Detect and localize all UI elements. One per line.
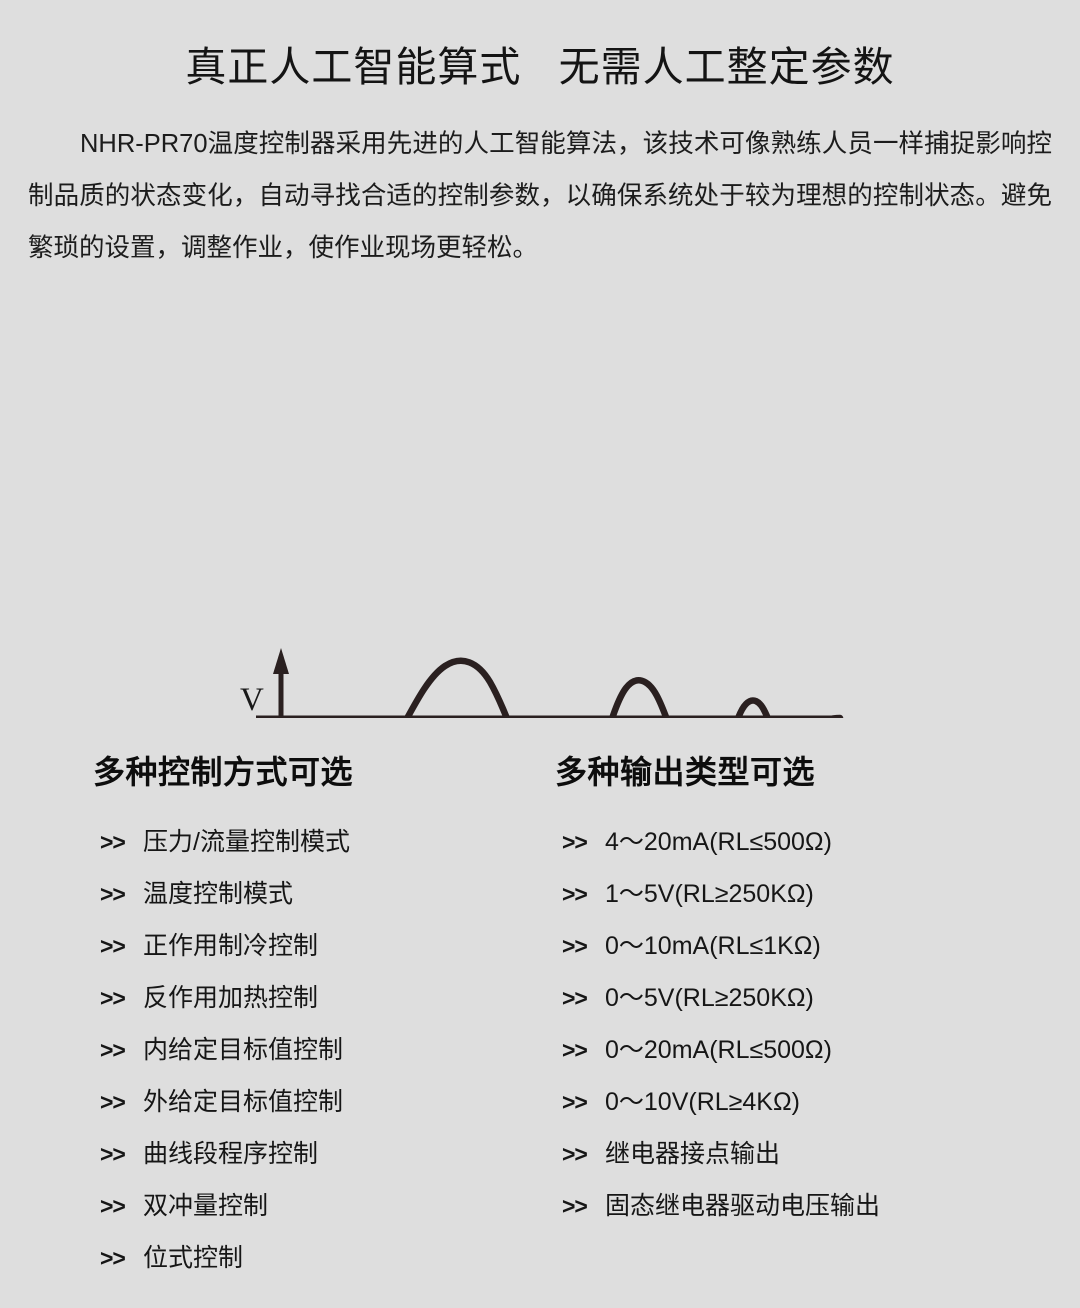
list-item[interactable]: >> 0～20mA(RL≤500Ω): [555, 1024, 1025, 1076]
chevron-right-icon: >>: [100, 1037, 126, 1063]
list-item-label: 反作用加热控制: [143, 984, 319, 1012]
output-types-list: >> 4～20mA(RL≤500Ω) >> 1～5V(RL≥250KΩ) >> …: [555, 816, 1025, 1232]
list-item[interactable]: >> 固态继电器驱动电压输出: [555, 1180, 1025, 1232]
list-item[interactable]: >> 内给定目标值控制: [93, 1024, 533, 1076]
list-item-label: 1～5V(RL≥250KΩ): [605, 880, 814, 908]
chevron-right-icon: >>: [562, 1037, 588, 1063]
list-item-label: 双冲量控制: [143, 1192, 269, 1220]
page-title: 真正人工智能算式 无需人工整定参数: [185, 44, 895, 90]
list-item-label: 温度控制模式: [143, 880, 294, 908]
autotune-chart: V t 自整定启动 自整定结束: [0, 318, 1080, 718]
control-modes-column: 多种控制方式可选 >> 压力/流量控制模式 >> 温度控制模式 >> 正作用制冷…: [93, 750, 533, 1284]
list-item-label: 外给定目标值控制: [143, 1088, 344, 1116]
list-item[interactable]: >> 双冲量控制: [93, 1180, 533, 1232]
list-item-label: 0～10V(RL≥4KΩ): [605, 1088, 800, 1116]
list-item-label: 固态继电器驱动电压输出: [605, 1192, 881, 1220]
chevron-right-icon: >>: [100, 1089, 126, 1115]
chevron-right-icon: >>: [100, 933, 126, 959]
output-types-column: 多种输出类型可选 >> 4～20mA(RL≤500Ω) >> 1～5V(RL≥2…: [555, 750, 1025, 1232]
list-item-label: 4～20mA(RL≤500Ω): [605, 828, 832, 856]
y-axis: [273, 648, 289, 718]
list-item[interactable]: >> 正作用制冷控制: [93, 920, 533, 972]
response-curve: [403, 657, 844, 718]
list-item-label: 位式控制: [143, 1244, 244, 1272]
chevron-right-icon: >>: [562, 1141, 588, 1167]
feature-columns: 多种控制方式可选 >> 压力/流量控制模式 >> 温度控制模式 >> 正作用制冷…: [0, 750, 1080, 1308]
list-item[interactable]: >> 0～5V(RL≥250KΩ): [555, 972, 1025, 1024]
chevron-right-icon: >>: [100, 1141, 126, 1167]
list-item[interactable]: >> 继电器接点输出: [555, 1128, 1025, 1180]
chevron-right-icon: >>: [100, 1193, 126, 1219]
list-item[interactable]: >> 0～10mA(RL≤1KΩ): [555, 920, 1025, 972]
chevron-right-icon: >>: [562, 933, 588, 959]
list-item-label: 0～5V(RL≥250KΩ): [605, 984, 814, 1012]
chevron-right-icon: >>: [100, 1245, 126, 1271]
list-item[interactable]: >> 压力/流量控制模式: [93, 816, 533, 868]
list-item[interactable]: >> 反作用加热控制: [93, 972, 533, 1024]
control-modes-list: >> 压力/流量控制模式 >> 温度控制模式 >> 正作用制冷控制 >> 反作用…: [93, 816, 533, 1284]
list-item-label: 0～20mA(RL≤500Ω): [605, 1036, 832, 1064]
list-item-label: 0～10mA(RL≤1KΩ): [605, 932, 821, 960]
chevron-right-icon: >>: [562, 985, 588, 1011]
list-item-label: 曲线段程序控制: [143, 1140, 319, 1168]
list-item[interactable]: >> 1～5V(RL≥250KΩ): [555, 868, 1025, 920]
chevron-right-icon: >>: [562, 1193, 588, 1219]
chevron-right-icon: >>: [100, 985, 126, 1011]
list-item[interactable]: >> 4～20mA(RL≤500Ω): [555, 816, 1025, 868]
chevron-right-icon: >>: [562, 829, 588, 855]
list-item-label: 压力/流量控制模式: [143, 828, 350, 856]
list-item[interactable]: >> 0～10V(RL≥4KΩ): [555, 1076, 1025, 1128]
list-item-label: 正作用制冷控制: [143, 932, 319, 960]
list-item[interactable]: >> 曲线段程序控制: [93, 1128, 533, 1180]
output-types-heading: 多种输出类型可选: [555, 754, 816, 790]
autotune-chart-svg: V t 自整定启动 自整定结束: [240, 648, 844, 718]
list-item-label: 继电器接点输出: [605, 1140, 781, 1168]
chevron-right-icon: >>: [562, 881, 588, 907]
intro-paragraph: NHR-PR70温度控制器采用先进的人工智能算法，该技术可像熟练人员一样捕捉影响…: [28, 130, 1052, 262]
chevron-right-icon: >>: [100, 829, 126, 855]
list-item[interactable]: >> 位式控制: [93, 1232, 533, 1284]
chevron-right-icon: >>: [100, 881, 126, 907]
list-item-label: 内给定目标值控制: [143, 1036, 344, 1064]
y-axis-label: V: [240, 682, 264, 718]
control-modes-heading: 多种控制方式可选: [93, 754, 354, 790]
chevron-right-icon: >>: [562, 1089, 588, 1115]
list-item[interactable]: >> 外给定目标值控制: [93, 1076, 533, 1128]
list-item[interactable]: >> 温度控制模式: [93, 868, 533, 920]
